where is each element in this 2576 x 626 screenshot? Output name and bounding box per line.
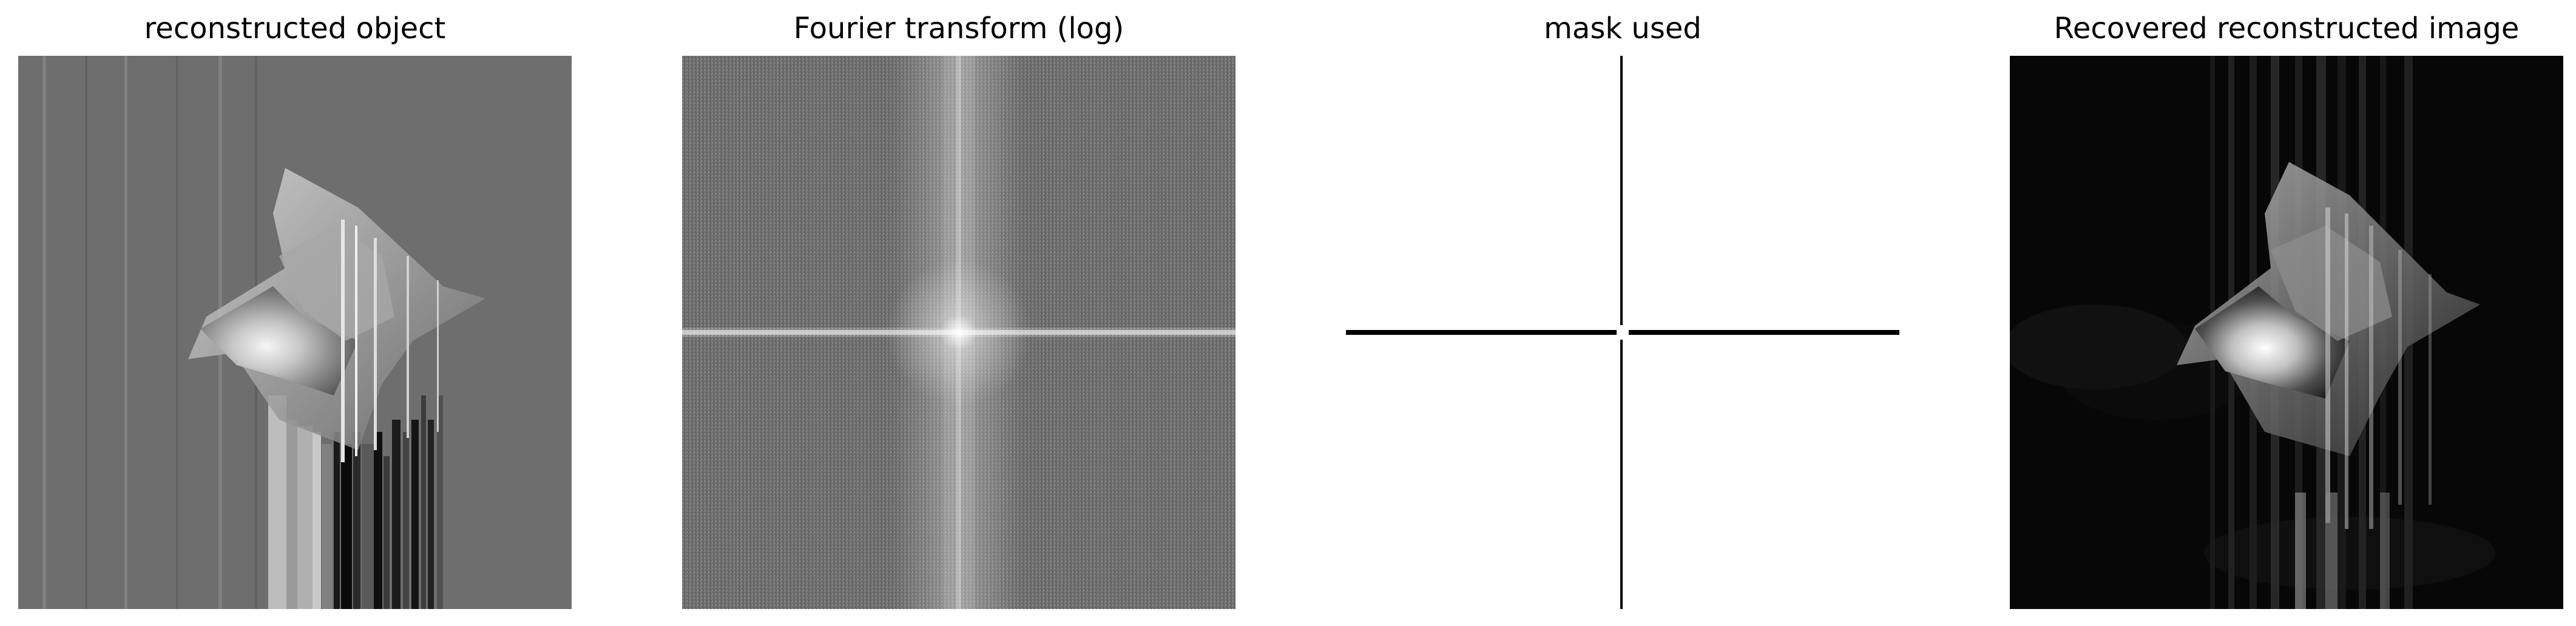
panel-title: Recovered reconstructed image	[2054, 12, 2520, 45]
fourier-transform-image	[682, 56, 1236, 609]
reconstructed-object-image	[18, 56, 572, 609]
panel-title: Fourier transform (log)	[793, 12, 1124, 45]
panel-recovered-reconstructed-image: Recovered reconstructed image	[2010, 0, 2563, 626]
panel-reconstructed-object: reconstructed object	[18, 0, 572, 626]
panel-title: reconstructed object	[144, 12, 446, 45]
mask-image	[1346, 56, 1899, 609]
panel-mask-used: mask used	[1346, 0, 1899, 626]
panel-fourier-transform: Fourier transform (log)	[682, 0, 1236, 626]
panel-title: mask used	[1544, 12, 1702, 45]
recovered-reconstructed-image	[2010, 56, 2563, 609]
